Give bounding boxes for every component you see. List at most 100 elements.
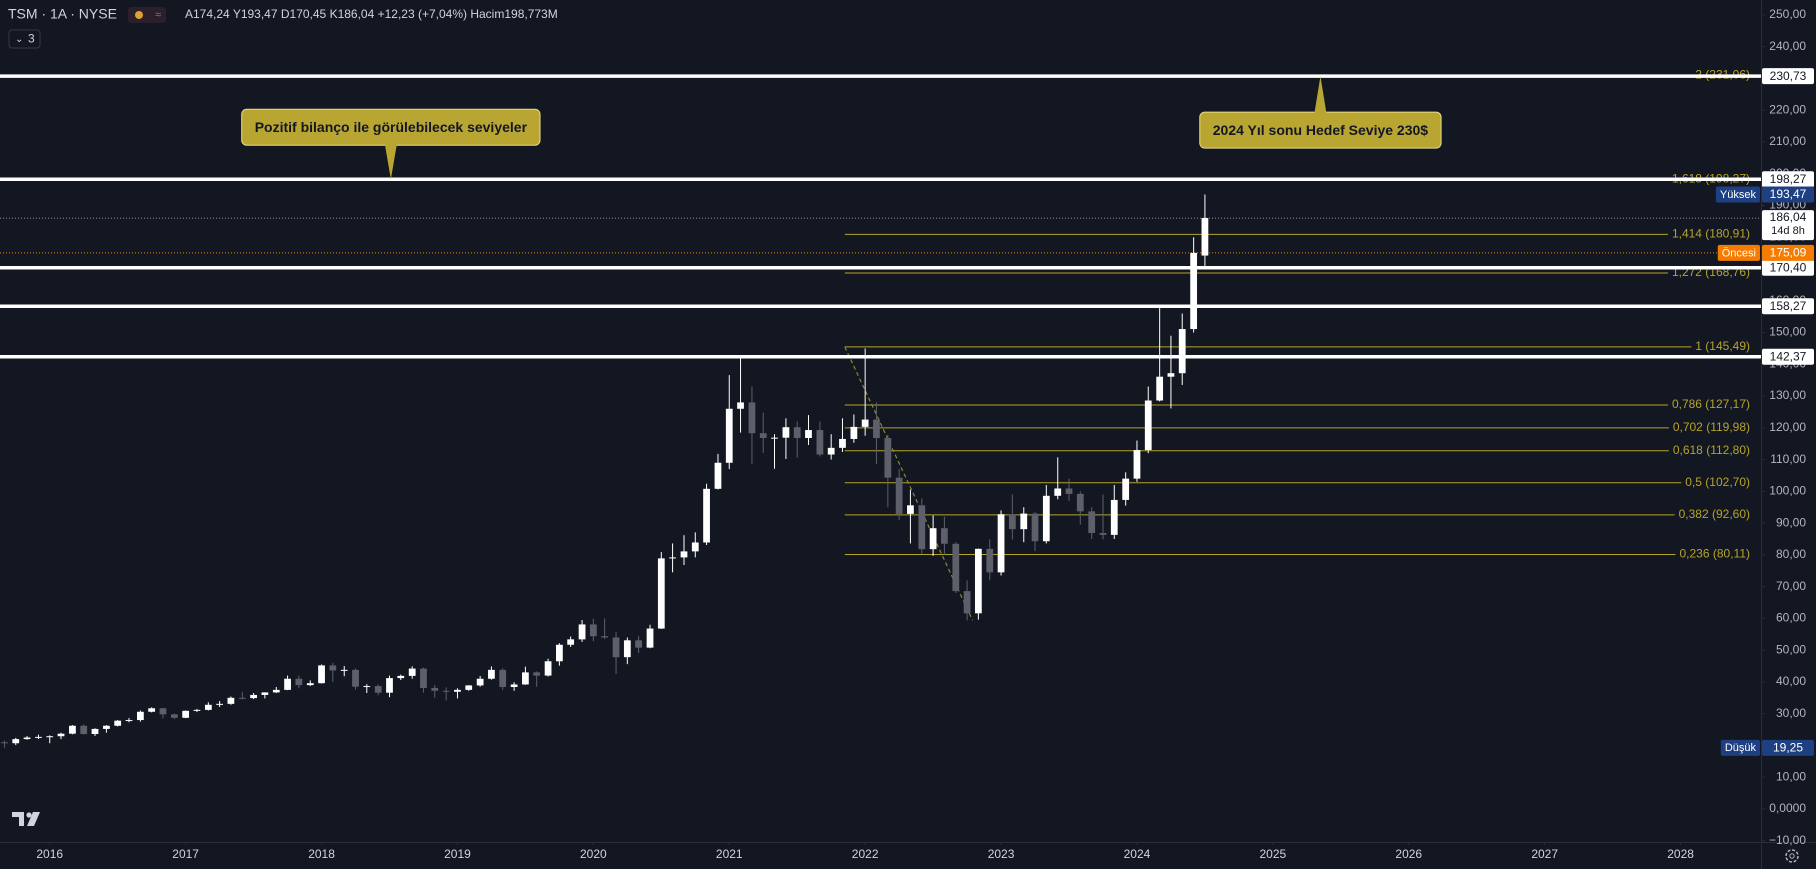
candle-body xyxy=(601,636,609,638)
candle-body xyxy=(793,427,801,438)
y-tick-label: 10,00 xyxy=(1776,769,1806,783)
candle-body xyxy=(1042,495,1050,542)
callout-pointer xyxy=(384,144,397,180)
candle-body xyxy=(125,720,133,722)
candle-body xyxy=(114,720,122,726)
candle-body xyxy=(216,703,224,705)
candle-body xyxy=(1088,511,1096,533)
candle-body xyxy=(182,710,190,718)
candle-body xyxy=(35,736,42,738)
candle-body xyxy=(725,408,733,463)
fib-label: 0,382 (92,60) xyxy=(1679,507,1750,521)
candle-body xyxy=(374,686,382,693)
price-tag-box xyxy=(1762,186,1814,203)
candle-body xyxy=(612,637,620,658)
candle-body xyxy=(12,739,20,744)
x-tick-label: 2025 xyxy=(1260,847,1287,861)
candle-body xyxy=(1008,514,1016,530)
gear xyxy=(1789,853,1795,859)
candle-body xyxy=(306,683,314,686)
candle-body xyxy=(986,548,994,573)
candle-body xyxy=(363,686,371,688)
fib-label: 2 (231,06) xyxy=(1695,67,1750,81)
countdown: 14d 8h xyxy=(1771,225,1805,237)
candle-body xyxy=(929,528,937,550)
fib-label: 0,236 (80,11) xyxy=(1680,547,1751,561)
candle-body xyxy=(714,462,722,489)
candle-body xyxy=(997,514,1005,573)
y-tick-label: 120,00 xyxy=(1769,420,1806,434)
candle-body xyxy=(669,557,676,559)
candle-body xyxy=(1167,373,1175,377)
x-tick-label: 2019 xyxy=(444,847,471,861)
y-tick-label: 30,00 xyxy=(1776,706,1806,720)
callout: 2024 Yıl sonu Hedef Seviye 230$ xyxy=(1199,76,1442,149)
candle-body xyxy=(680,551,688,558)
candle-body xyxy=(420,668,427,688)
x-tick-label: 2018 xyxy=(308,847,335,861)
candle-body xyxy=(974,548,982,614)
candle-body xyxy=(544,661,552,676)
candle-body xyxy=(816,430,824,455)
y-tick-label: 80,00 xyxy=(1776,547,1806,561)
flag-icon: ≈ xyxy=(155,9,161,21)
gear xyxy=(1785,849,1799,863)
candle-body xyxy=(907,505,914,514)
candle-body xyxy=(850,426,858,439)
candle-body xyxy=(352,669,359,687)
x-tick-label: 2017 xyxy=(172,847,199,861)
fib-label: 0,618 (112,80) xyxy=(1673,443,1750,457)
candle-body xyxy=(1020,513,1028,530)
candle-body xyxy=(1065,488,1073,494)
candle-body xyxy=(204,704,212,710)
candle-body xyxy=(476,678,484,686)
line-price-label: 170,40 xyxy=(1770,260,1807,274)
candle-body xyxy=(805,430,812,438)
price-tag-name: Düşük xyxy=(1725,742,1757,754)
candle-body xyxy=(23,737,31,740)
last-price-box xyxy=(1762,210,1814,241)
fib-label: 0,5 (102,70) xyxy=(1685,475,1750,489)
line-price-label: 142,37 xyxy=(1770,349,1807,363)
price-tag-name: Yüksek xyxy=(1720,189,1757,201)
candle-body xyxy=(103,725,110,729)
y-tick-label: 60,00 xyxy=(1776,611,1806,625)
callout: Pozitif bilanço ile görülebilecek seviye… xyxy=(241,108,541,180)
candle-body xyxy=(578,624,586,640)
price-tag-name-box xyxy=(1720,739,1760,756)
settings-gear[interactable] xyxy=(1785,849,1799,863)
candle-body xyxy=(488,669,495,679)
candle-body xyxy=(1031,513,1039,542)
candle-body xyxy=(510,684,518,688)
line-price-box xyxy=(1762,68,1814,85)
x-tick-label: 2016 xyxy=(36,847,63,861)
candle-body xyxy=(442,690,450,692)
last-price-label: 186,04 xyxy=(1770,210,1807,224)
price-tag-label: 175,09 xyxy=(1770,246,1807,260)
tradingview-logo[interactable] xyxy=(12,812,40,826)
candle-body xyxy=(691,542,699,552)
candle-body xyxy=(963,591,971,614)
x-tick-label: 2023 xyxy=(988,847,1015,861)
candle-body xyxy=(238,697,246,699)
y-tick-label: 50,00 xyxy=(1776,642,1806,656)
candle-body xyxy=(261,692,269,695)
candle-body xyxy=(408,668,416,676)
candle-body xyxy=(1178,329,1186,374)
candle-body xyxy=(646,628,654,648)
candle-body xyxy=(250,694,257,699)
callout-pointer xyxy=(1314,76,1327,114)
candle-body xyxy=(1054,488,1062,496)
candle-body xyxy=(952,543,960,592)
indicator-toggle[interactable] xyxy=(8,29,41,49)
symbol[interactable]: TSM · 1A · NYSE xyxy=(8,6,117,22)
y-tick-label: 150,00 xyxy=(1769,325,1806,339)
candle-body xyxy=(759,433,767,438)
y-tick-label: 250,00 xyxy=(1769,7,1806,21)
candle-body xyxy=(69,725,76,734)
candle-body xyxy=(884,437,892,478)
logo-part xyxy=(27,812,40,826)
line-price-label: 198,27 xyxy=(1770,172,1807,186)
